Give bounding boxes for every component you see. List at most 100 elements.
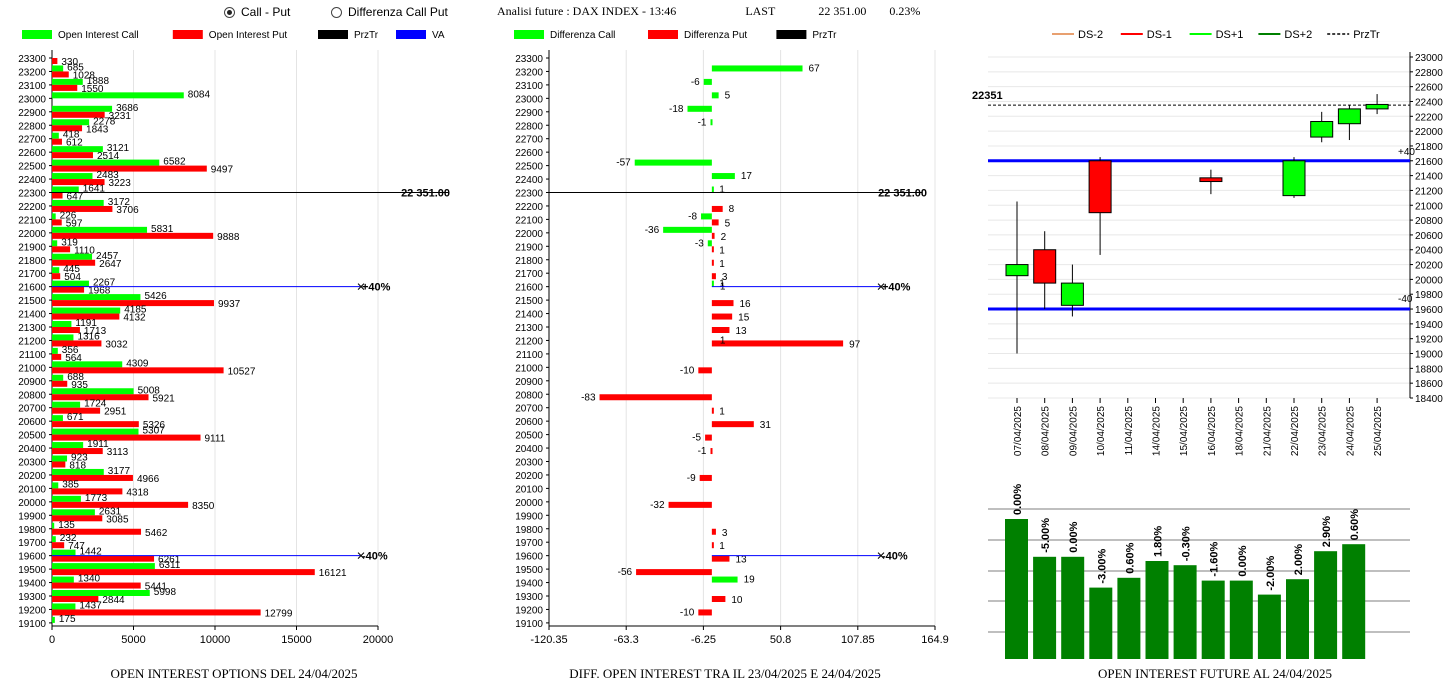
put-bar [52, 58, 58, 64]
put-diff-value-label: 13 [735, 555, 747, 566]
call-bar [52, 213, 56, 220]
put-value-label: 5921 [153, 393, 176, 404]
diff-value-label: -56 [618, 567, 633, 578]
x-tick-label: 15/04/2025 [1179, 406, 1190, 456]
put-diff-bar [711, 300, 734, 307]
put-bar [52, 461, 66, 468]
y-tick-label: 23000 [1415, 53, 1443, 64]
put-value-label: 935 [71, 380, 88, 391]
diff-value-label: -83 [581, 392, 596, 403]
call-diff-bar [710, 119, 713, 126]
call-value-label: 1773 [85, 493, 108, 504]
legend-swatch [648, 30, 678, 39]
oi-future-label: 2.90% [1321, 516, 1333, 547]
radio-diff-call-put[interactable]: Differenza Call Put [331, 5, 448, 19]
put-value-label: 8350 [192, 501, 215, 512]
legend-swatch [318, 30, 348, 39]
oi-future-bar [1061, 556, 1085, 659]
put-value-label: 1110 [74, 245, 95, 256]
y-tick-label: 22800 [1415, 68, 1443, 79]
y-tick-label: 23000 [18, 94, 46, 105]
diff-value-label: -18 [669, 104, 684, 115]
y-tick-label: 22700 [18, 135, 46, 146]
oi-future-bar [1117, 577, 1141, 659]
oi-future-label: 0.60% [1124, 542, 1136, 573]
oi-future-label: -3.00% [1096, 549, 1108, 584]
diff-value-label: -57 [616, 158, 631, 169]
przt-label: 22 351.00 [878, 188, 927, 200]
put-diff-value-label: 1 [719, 407, 725, 418]
put-value-label: 504 [64, 272, 81, 283]
y-tick-label: 23200 [515, 67, 543, 78]
put-bar [52, 125, 83, 132]
x-tick-label: 164.9 [921, 634, 949, 646]
put-diff-value-label: 16 [740, 299, 752, 310]
put-value-label: 330 [61, 57, 78, 68]
y-tick-label: 20800 [515, 390, 543, 401]
put-value-label: 12799 [265, 608, 293, 619]
x-tick-label: -6.25 [691, 634, 716, 646]
candle-body [1310, 120, 1334, 138]
put-value-label: 10527 [228, 366, 256, 377]
put-value-label: 3231 [109, 111, 132, 122]
call-value-label: 3121 [107, 143, 130, 154]
legend-label: Open Interest Call [58, 30, 139, 41]
oi-future-bar [1089, 587, 1113, 659]
radio-selected-icon [224, 6, 235, 18]
call-diff-bar [707, 240, 712, 247]
y-tick-label: 20000 [1415, 275, 1443, 286]
diff-value-label: -3 [695, 238, 704, 249]
legend-swatch [514, 30, 544, 39]
y-tick-label: 19800 [515, 525, 543, 536]
diff-value-label: 67 [809, 63, 821, 74]
put-diff-bar [599, 394, 712, 401]
y-tick-label: 22600 [515, 148, 543, 159]
put-value-label: 4966 [137, 474, 160, 485]
y-tick-label: 21200 [1415, 186, 1443, 197]
va-label: +40% [362, 282, 391, 294]
y-tick-label: 21600 [515, 283, 543, 294]
put-value-label: 612 [66, 138, 83, 149]
oi-future-label: -0.30% [1181, 526, 1193, 561]
chart-title: DIFF. OPEN INTEREST TRA IL 23/04/2025 E … [569, 666, 880, 681]
y-tick-label: 20400 [18, 444, 46, 455]
call-bar [52, 482, 59, 489]
oi-future-label: -5.00% [1040, 518, 1052, 553]
put-diff-bar [711, 407, 714, 414]
y-tick-label: 19100 [18, 619, 46, 630]
put-diff-value-label: 1 [719, 541, 725, 552]
radio-call-put[interactable]: Call - Put [224, 5, 290, 19]
call-bar [52, 78, 83, 85]
call-value-label: 226 [60, 210, 77, 221]
put-diff-value-label: 31 [760, 420, 772, 431]
call-bar [52, 253, 93, 260]
y-tick-label: 22500 [18, 162, 46, 173]
put-diff-bar [711, 542, 714, 549]
call-bar [52, 361, 123, 368]
legend-swatch [172, 30, 203, 39]
put-bar [52, 421, 139, 428]
candle-body [1060, 282, 1084, 306]
put-bar [52, 84, 78, 91]
legend-swatch [396, 30, 426, 39]
y-tick-label: 20200 [18, 471, 46, 482]
y-tick-label: 20700 [515, 404, 543, 415]
y-tick-label: 23100 [18, 81, 46, 92]
diff-value-label: 1 [719, 185, 725, 196]
y-tick-label: 22400 [18, 175, 46, 186]
put-diff-bar [711, 313, 733, 320]
call-value-label: 2483 [96, 170, 119, 181]
call-bar [52, 549, 76, 556]
y-tick-label: 19000 [1415, 350, 1443, 361]
diff-value-label: 17 [741, 171, 753, 182]
put-diff-bar [698, 609, 712, 616]
call-value-label: 1911 [87, 439, 109, 450]
x-tick-label: -120.35 [530, 634, 567, 646]
put-value-label: 5441 [145, 582, 168, 593]
y-tick-label: 18800 [1415, 364, 1443, 375]
last-label: LAST [745, 4, 776, 18]
y-tick-label: 22300 [515, 189, 543, 200]
y-tick-label: 22400 [1415, 97, 1443, 108]
call-diff-bar [687, 105, 712, 112]
radio-unselected-icon [331, 6, 342, 18]
